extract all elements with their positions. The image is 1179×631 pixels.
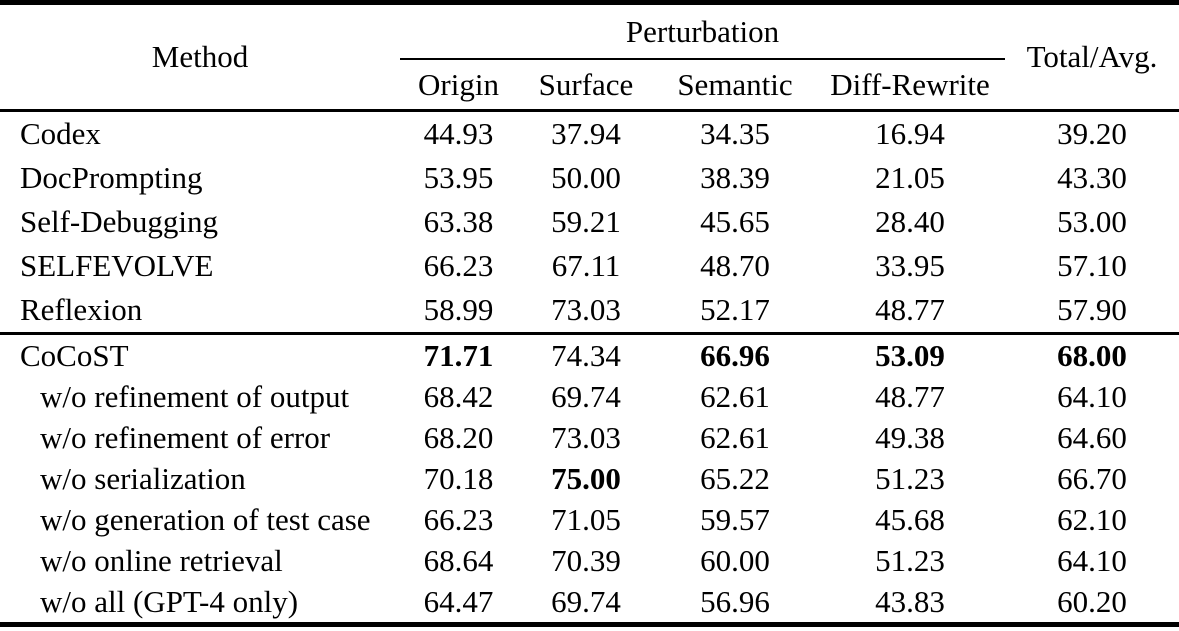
header-row-group: Method Perturbation Total/Avg.	[0, 2, 1179, 112]
value-cell: 62.10	[1057, 501, 1127, 537]
value-cell: 34.35	[700, 116, 770, 151]
value-cell: 43.30	[1057, 160, 1127, 195]
value-cell: 64.10	[1057, 542, 1127, 578]
col-header-origin: Origin	[400, 59, 517, 112]
value-cell: 21.05	[875, 160, 945, 195]
value-cell: 64.47	[423, 583, 494, 619]
method-cell: w/o refinement of output	[40, 378, 350, 414]
value-cell: 67.11	[551, 248, 621, 283]
value-cell: 71.05	[551, 501, 621, 537]
cocost-section: CoCoST 71.71 74.34 66.96 53.09 68.00 w/o…	[0, 332, 1179, 625]
total-avg-column-header: Total/Avg.	[1005, 2, 1179, 112]
value-cell: 48.77	[875, 378, 945, 414]
value-cell: 53.09	[815, 332, 1005, 376]
value-cell: 71.71	[400, 332, 517, 376]
method-cell: w/o online retrieval	[40, 542, 283, 578]
value-cell: 69.74	[551, 583, 621, 619]
col-header-semantic: Semantic	[655, 59, 815, 112]
header-row-subcolumns: Origin Surface Semantic Diff-Rewrite	[0, 59, 1179, 112]
method-cell: SELFEVOLVE	[20, 248, 214, 283]
value-cell: 49.38	[875, 419, 945, 455]
value-cell: 50.00	[551, 160, 621, 195]
value-cell: 66.23	[423, 248, 494, 283]
value-cell: 64.60	[1057, 419, 1127, 455]
method-cell: w/o serialization	[40, 460, 246, 496]
table-row: Reflexion 58.99 73.03 52.17 48.77 57.90	[0, 288, 1179, 334]
value-cell: 58.99	[423, 292, 494, 327]
value-cell: 57.90	[1057, 292, 1127, 327]
value-cell: 57.10	[1057, 248, 1127, 283]
value-cell: 70.39	[551, 542, 621, 578]
value-cell: 48.77	[875, 292, 945, 327]
method-cell: w/o generation of test case	[40, 501, 371, 537]
col-header-surface: Surface	[517, 59, 655, 112]
method-cell: CoCoST	[0, 332, 400, 376]
value-cell: 69.74	[551, 378, 621, 414]
value-cell: 64.10	[1057, 378, 1127, 414]
table-row: w/o serialization 70.18 75.00 65.22 51.2…	[0, 458, 1179, 499]
value-cell: 62.61	[700, 419, 770, 455]
method-cell: Reflexion	[20, 292, 143, 327]
value-cell: 53.95	[423, 160, 494, 195]
value-cell: 73.03	[551, 292, 621, 327]
value-cell: 68.00	[1005, 332, 1179, 376]
value-cell: 38.39	[700, 160, 770, 195]
value-cell: 73.03	[551, 419, 621, 455]
value-cell: 66.96	[655, 332, 815, 376]
value-cell: 56.96	[700, 583, 770, 619]
value-cell: 59.57	[700, 501, 770, 537]
value-cell: 66.23	[423, 501, 494, 537]
value-cell: 33.95	[875, 248, 945, 283]
method-cell: w/o refinement of error	[40, 419, 331, 455]
perturbation-group-header: Perturbation	[400, 2, 1005, 60]
table-row: w/o refinement of output 68.42 69.74 62.…	[0, 376, 1179, 417]
method-cell: Self-Debugging	[20, 204, 219, 239]
baselines-section: Codex 44.93 37.94 34.35 16.94 39.20 DocP…	[0, 111, 1179, 334]
value-cell: 44.93	[423, 116, 494, 151]
method-cell: DocPrompting	[20, 160, 203, 195]
value-cell: 70.18	[423, 460, 494, 496]
col-header-diff-rewrite: Diff-Rewrite	[815, 59, 1005, 112]
value-cell: 39.20	[1057, 116, 1127, 151]
value-cell: 68.42	[423, 378, 494, 414]
value-cell: 51.23	[875, 542, 945, 578]
table-row: w/o online retrieval 68.64 70.39 60.00 5…	[0, 540, 1179, 581]
method-cell: Codex	[20, 116, 101, 151]
value-cell: 74.34	[517, 332, 655, 376]
table-row: SELFEVOLVE 66.23 67.11 48.70 33.95 57.10	[0, 244, 1179, 288]
value-cell: 60.20	[1057, 583, 1127, 619]
value-cell: 52.17	[700, 292, 770, 327]
table-row: Codex 44.93 37.94 34.35 16.94 39.20	[0, 111, 1179, 157]
value-cell: 62.61	[700, 378, 770, 414]
table-row: DocPrompting 53.95 50.00 38.39 21.05 43.…	[0, 156, 1179, 200]
value-cell: 43.83	[875, 583, 945, 619]
table-row: Self-Debugging 63.38 59.21 45.65 28.40 5…	[0, 200, 1179, 244]
value-cell: 51.23	[875, 460, 945, 496]
method-cell: w/o all (GPT-4 only)	[40, 583, 299, 619]
table-row: w/o all (GPT-4 only) 64.47 69.74 56.96 4…	[0, 581, 1179, 625]
table-row: w/o refinement of error 68.20 73.03 62.6…	[0, 417, 1179, 458]
value-cell: 45.68	[875, 501, 945, 537]
value-cell: 63.38	[423, 204, 494, 239]
table-row: CoCoST 71.71 74.34 66.96 53.09 68.00	[0, 332, 1179, 376]
method-column-header: Method	[0, 2, 400, 112]
value-cell: 60.00	[700, 542, 770, 578]
table-row: w/o generation of test case 66.23 71.05 …	[0, 499, 1179, 540]
value-cell: 48.70	[700, 248, 770, 283]
value-cell: 28.40	[875, 204, 945, 239]
value-cell: 16.94	[875, 116, 945, 151]
value-cell: 59.21	[551, 204, 621, 239]
value-cell: 65.22	[700, 460, 770, 496]
value-cell: 53.00	[1057, 204, 1127, 239]
value-cell: 45.65	[700, 204, 770, 239]
value-cell: 66.70	[1057, 460, 1127, 496]
value-cell: 68.64	[423, 542, 494, 578]
value-cell: 75.00	[551, 460, 621, 496]
value-cell: 37.94	[551, 116, 621, 151]
value-cell: 68.20	[423, 419, 494, 455]
